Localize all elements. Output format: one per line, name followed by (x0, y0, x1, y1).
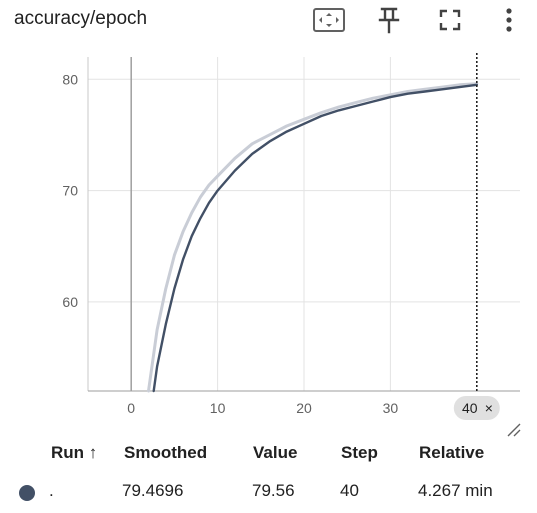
tick-labels: 60 70 80 0 10 20 30 (62, 71, 398, 416)
x-tick-label-0: 0 (127, 400, 135, 416)
hover-step-label: 40 (462, 400, 478, 416)
pin-icon (378, 7, 400, 34)
column-header-step[interactable]: Step (341, 443, 378, 462)
fullscreen-button[interactable] (433, 4, 467, 36)
column-header-value[interactable]: Value (253, 443, 298, 462)
x-tick-label-30: 30 (383, 400, 399, 416)
x-tick-label-10: 10 (210, 400, 226, 416)
relative-time-value: 4.267 min (418, 481, 493, 500)
hover-step-badge[interactable] (453, 396, 500, 420)
series-line-raw (147, 82, 479, 393)
run-name: . (49, 481, 54, 500)
chart-axes (87, 57, 520, 392)
series-layer (147, 82, 479, 393)
fit-domain-button[interactable] (312, 4, 346, 36)
y-tick-label-80: 80 (62, 71, 78, 87)
resize-handle-icon[interactable] (506, 422, 522, 438)
pin-button[interactable] (372, 4, 406, 36)
chart-title: accuracy/epoch (14, 8, 148, 29)
more-vert-icon (506, 8, 512, 32)
fullscreen-icon (439, 9, 461, 31)
column-header-run[interactable]: Run ↑ (51, 443, 98, 462)
y-tick-label-60: 60 (62, 294, 78, 310)
series-line-smoothed (152, 83, 478, 393)
more-options-button[interactable] (492, 4, 526, 36)
line-chart[interactable]: 60 70 80 0 10 20 30 40 × (0, 40, 537, 425)
x-tick-label-20: 20 (296, 400, 312, 416)
chart-grid (88, 57, 520, 391)
column-header-smoothed[interactable]: Smoothed (124, 443, 208, 462)
raw-value: 79.56 (252, 481, 295, 500)
step-value: 40 (340, 481, 359, 500)
y-tick-label-70: 70 (62, 183, 78, 199)
smoothed-value: 79.4696 (122, 481, 184, 500)
run-color-swatch (19, 485, 35, 501)
hover-layer[interactable]: 40 × (453, 53, 500, 420)
fit-domain-icon (313, 8, 345, 32)
hover-close-icon[interactable]: × (485, 400, 493, 416)
column-header-relative[interactable]: Relative (419, 443, 485, 462)
